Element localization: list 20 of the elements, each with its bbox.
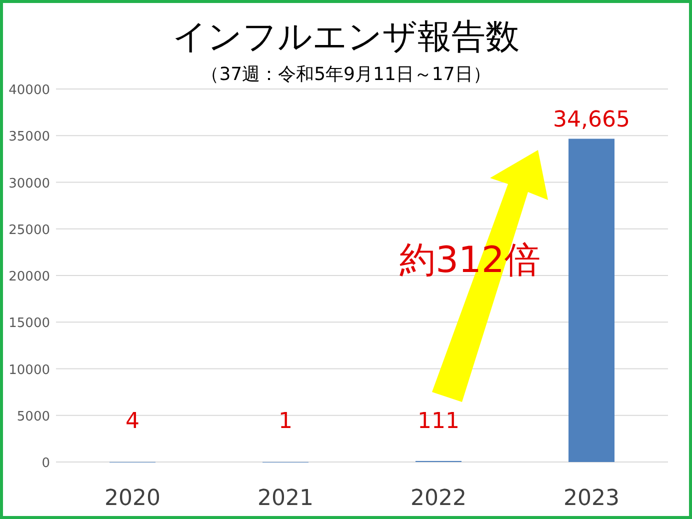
y-tick-label: 10000: [8, 362, 50, 378]
y-tick-label: 25000: [8, 222, 50, 238]
data-label: 1: [278, 409, 292, 434]
y-tick-label: 0: [42, 456, 50, 471]
chart-subtitle: （37週：令和5年9月11日～17日）: [201, 64, 491, 85]
x-tick-label: 2021: [258, 486, 314, 511]
x-tick-label: 2022: [410, 486, 466, 511]
chart-title: インフルエンザ報告数: [172, 17, 520, 57]
bar: [568, 138, 614, 462]
y-tick-label: 40000: [8, 83, 50, 98]
x-tick-label: 2020: [104, 486, 160, 511]
y-tick-label: 20000: [8, 270, 50, 284]
x-tick-label: 2023: [564, 486, 620, 511]
data-label: 4: [126, 409, 140, 434]
y-tick-label: 5000: [16, 409, 50, 424]
y-tick-label: 15000: [8, 316, 50, 332]
y-tick-label: 35000: [8, 130, 50, 145]
data-label: 111: [418, 409, 460, 434]
y-tick-label: 30000: [8, 176, 50, 192]
data-label: 34,665: [553, 108, 630, 133]
